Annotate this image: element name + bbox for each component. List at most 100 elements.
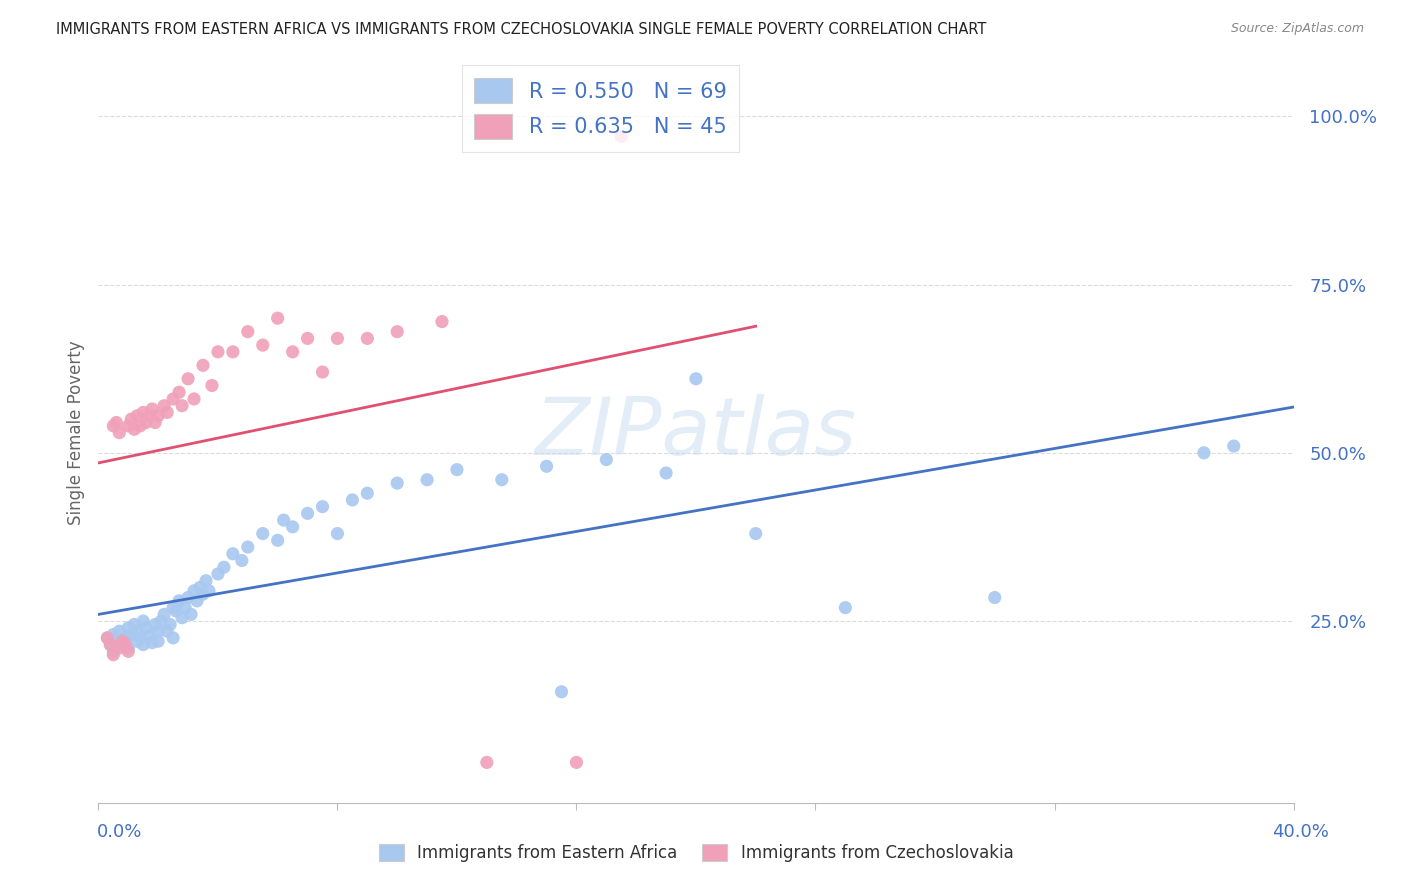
- Point: [231, 553, 253, 567]
- Point: [834, 600, 856, 615]
- Point: [120, 627, 142, 641]
- Point: [108, 624, 131, 639]
- Point: [103, 644, 125, 658]
- Point: [610, 129, 633, 144]
- Point: [108, 425, 131, 440]
- Point: [105, 416, 128, 430]
- Point: [148, 409, 170, 423]
- Legend: Immigrants from Eastern Africa, Immigrants from Czechoslovakia: Immigrants from Eastern Africa, Immigran…: [373, 837, 1019, 869]
- Point: [212, 560, 235, 574]
- Point: [111, 634, 134, 648]
- Point: [127, 624, 149, 639]
- Point: [207, 344, 229, 359]
- Point: [188, 581, 211, 595]
- Point: [135, 416, 157, 430]
- Point: [132, 638, 155, 652]
- Point: [143, 416, 166, 430]
- Point: [167, 594, 190, 608]
- Point: [120, 412, 142, 426]
- Point: [222, 547, 245, 561]
- Y-axis label: Single Female Poverty: Single Female Poverty: [66, 341, 84, 524]
- Point: [326, 526, 349, 541]
- Point: [297, 331, 319, 345]
- Point: [198, 583, 221, 598]
- Point: [143, 617, 166, 632]
- Point: [96, 631, 118, 645]
- Text: Source: ZipAtlas.com: Source: ZipAtlas.com: [1230, 22, 1364, 36]
- Point: [159, 617, 181, 632]
- Point: [96, 631, 118, 645]
- Point: [103, 627, 125, 641]
- Point: [385, 325, 409, 339]
- Text: 0.0%: 0.0%: [97, 822, 142, 840]
- Point: [127, 409, 149, 423]
- Point: [186, 594, 208, 608]
- Point: [475, 756, 498, 770]
- Point: [132, 614, 155, 628]
- Point: [267, 533, 290, 548]
- Point: [177, 372, 200, 386]
- Point: [252, 526, 274, 541]
- Text: IMMIGRANTS FROM EASTERN AFRICA VS IMMIGRANTS FROM CZECHOSLOVAKIA SINGLE FEMALE P: IMMIGRANTS FROM EASTERN AFRICA VS IMMIGR…: [56, 22, 987, 37]
- Point: [385, 476, 409, 491]
- Point: [117, 621, 139, 635]
- Point: [124, 617, 146, 632]
- Point: [273, 513, 295, 527]
- Point: [114, 631, 136, 645]
- Point: [141, 402, 163, 417]
- Point: [98, 638, 122, 652]
- Point: [174, 600, 197, 615]
- Text: ZIPatlas: ZIPatlas: [534, 393, 858, 472]
- Point: [156, 405, 179, 419]
- Point: [267, 311, 290, 326]
- Point: [132, 405, 155, 419]
- Text: 40.0%: 40.0%: [1272, 822, 1329, 840]
- Point: [162, 392, 184, 406]
- Point: [311, 365, 333, 379]
- Point: [172, 611, 194, 625]
- Point: [162, 631, 184, 645]
- Point: [195, 574, 218, 588]
- Point: [236, 325, 259, 339]
- Point: [1192, 446, 1215, 460]
- Point: [135, 621, 157, 635]
- Point: [191, 359, 214, 373]
- Point: [207, 566, 229, 581]
- Point: [148, 624, 170, 639]
- Point: [117, 418, 139, 433]
- Point: [129, 418, 152, 433]
- Point: [153, 607, 176, 622]
- Point: [430, 315, 453, 329]
- Point: [162, 600, 184, 615]
- Point: [222, 344, 245, 359]
- Point: [167, 385, 190, 400]
- Point: [595, 452, 617, 467]
- Point: [745, 526, 768, 541]
- Point: [153, 399, 176, 413]
- Point: [127, 634, 149, 648]
- Point: [165, 604, 187, 618]
- Point: [416, 473, 439, 487]
- Point: [236, 540, 259, 554]
- Point: [105, 634, 128, 648]
- Point: [356, 486, 378, 500]
- Point: [491, 473, 513, 487]
- Point: [156, 624, 179, 639]
- Point: [150, 614, 173, 628]
- Point: [183, 392, 205, 406]
- Point: [550, 685, 572, 699]
- Point: [326, 331, 349, 345]
- Point: [114, 638, 136, 652]
- Point: [103, 418, 125, 433]
- Point: [565, 756, 588, 770]
- Point: [117, 640, 139, 655]
- Point: [281, 344, 304, 359]
- Point: [984, 591, 1007, 605]
- Point: [180, 607, 202, 622]
- Point: [297, 507, 319, 521]
- Point: [103, 648, 125, 662]
- Point: [311, 500, 333, 514]
- Point: [138, 629, 160, 643]
- Point: [117, 644, 139, 658]
- Point: [141, 635, 163, 649]
